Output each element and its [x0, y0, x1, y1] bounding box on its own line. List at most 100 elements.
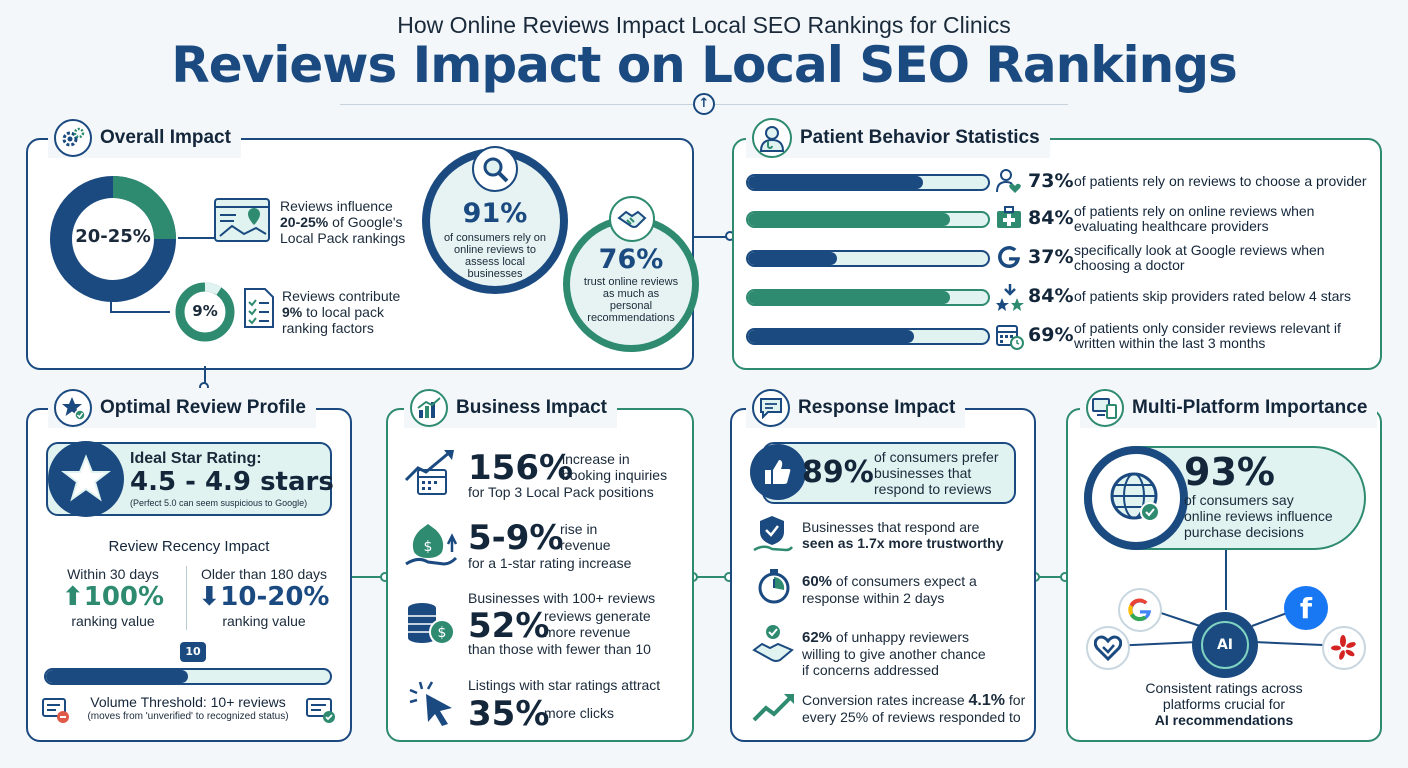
stat-52-pre: Businesses with 100+ reviews	[468, 590, 656, 606]
stat-circle-76	[563, 216, 699, 352]
page-subtitle: How Online Reviews Impact Local SEO Rank…	[397, 12, 1011, 38]
recent-value: 100%	[83, 582, 165, 612]
stat-93-line-1: of consumers say	[1184, 492, 1294, 508]
optimal-review-header: Optimal Review Profile	[48, 388, 316, 428]
patient-stat-line-1: of patients rely on reviews to choose a …	[1074, 173, 1367, 189]
patient-stat-text: of patients rely on online reviews when e…	[1074, 204, 1374, 234]
patient-stat-text: of patients skip providers rated below 4…	[1074, 289, 1374, 304]
stat-156-line-c: for Top 3 Local Pack positions	[468, 484, 654, 500]
response-89-value: 89%	[802, 455, 874, 490]
calendar-growth-icon	[404, 450, 454, 495]
response-r2-line-a: of consumers expect a	[835, 573, 977, 589]
donut-20-25-text: Reviews influence 20-25% of Google's Loc…	[280, 198, 420, 246]
response-r4-line-b: for	[1008, 692, 1026, 708]
donut1-text-pre: Reviews influence	[280, 198, 393, 214]
calendar-clock-icon	[996, 322, 1024, 354]
patient-stat-bar-fill	[748, 291, 950, 304]
google-icon	[996, 244, 1022, 274]
ideal-rating-note: (Perfect 5.0 can seem suspicious to Goog…	[130, 498, 308, 508]
old-sub: ranking value	[222, 613, 306, 629]
patient-stat-line-2: choosing a doctor	[1074, 257, 1185, 273]
connector-line	[694, 236, 728, 238]
response-89-line-b: businesses that	[874, 465, 972, 481]
response-r4: Conversion rates increase 4.1% for every …	[802, 692, 1032, 725]
ai-hub-icon: AI	[1192, 612, 1258, 678]
stars-down-icon	[996, 283, 1024, 315]
connector-line	[110, 311, 170, 313]
stat-93-line-3: purchase decisions	[1184, 524, 1304, 540]
response-89-line-c: respond to reviews	[874, 481, 992, 497]
recent-value-wrap: ⬆100%	[50, 582, 176, 612]
yelp-icon	[1322, 626, 1366, 670]
stat-35-value: 35%	[468, 694, 550, 734]
old-value: 10-20%	[220, 582, 330, 612]
stat-5-9-lines: rise in revenue	[560, 521, 686, 553]
connector-line	[1036, 576, 1066, 578]
stat-93-lines: of consumers say online reviews influence…	[1184, 492, 1362, 540]
optimal-review-title: Optimal Review Profile	[100, 397, 306, 418]
patient-stat-text: of patients rely on reviews to choose a …	[1074, 174, 1374, 189]
thumbs-up-icon	[750, 444, 806, 500]
overall-impact-header: Overall Impact	[48, 118, 241, 158]
donut1-text-mid: of Google's	[332, 214, 403, 230]
patient-stat-pct: 69%	[1028, 324, 1074, 346]
svg-text:$: $	[424, 539, 433, 555]
donut-20-25-label: 20-25%	[75, 226, 151, 247]
svg-text:$: $	[438, 625, 447, 641]
multi-platform-header: Multi-Platform Importance	[1080, 388, 1378, 428]
stat-156-value: 156%	[468, 448, 574, 488]
response-r2-bold: 60%	[802, 573, 833, 590]
recency-title: Review Recency Impact	[108, 538, 270, 555]
patient-stat-line-1: specifically look at Google reviews when	[1074, 242, 1325, 258]
money-bag-hand-icon: $	[405, 524, 458, 566]
ideal-rating-label: Ideal Star Rating:	[130, 450, 262, 467]
donut2-text-pre: Reviews contribute	[282, 288, 401, 304]
patient-stat-text: of patients only consider reviews releva…	[1074, 321, 1374, 351]
stat-93-value: 93%	[1184, 450, 1275, 494]
stat-91-text: of consumers rely on online reviews to a…	[443, 232, 547, 280]
stat-156-line-b: booking inquiries	[562, 467, 668, 483]
coin-stack-icon: $	[408, 603, 455, 645]
patient-stat-bar	[746, 211, 990, 228]
ai-hub-label: AI	[1201, 621, 1249, 669]
donut1-text-bold: 20-25%	[280, 214, 329, 230]
multi-footer-line-1: Consistent ratings across	[1145, 680, 1303, 696]
stat-91-value: 91%	[462, 198, 528, 229]
stat-76-text: trust online reviews as much as personal…	[583, 276, 679, 324]
connector-line	[178, 237, 218, 239]
stat-35-line-a: more clicks	[544, 705, 615, 721]
threshold-note: (moves from 'unverified' to recognized s…	[87, 711, 289, 722]
shield-hand-icon	[753, 516, 794, 552]
multi-footer: Consistent ratings across platforms cruci…	[1086, 680, 1362, 728]
donut-9	[175, 282, 235, 342]
response-r1-line-b: seen as 1.7x more trustworthy	[802, 535, 1004, 551]
response-r3: 62% of unhappy reviewers willing to give …	[802, 629, 1022, 678]
arrow-up-icon: ⬆	[61, 582, 84, 612]
stat-93-line-2: online reviews influence	[1184, 508, 1333, 524]
business-impact-header: Business Impact	[404, 388, 617, 428]
stat-5-9-line-b: revenue	[560, 537, 611, 553]
response-impact-header: Response Impact	[746, 388, 966, 428]
magnifier-icon	[472, 146, 518, 192]
trend-up-icon	[752, 694, 794, 722]
stat-52-value: 52%	[468, 606, 550, 646]
response-r2-line-b: response within 2 days	[802, 590, 945, 606]
response-r3-line-b: willing to give another chance	[802, 646, 986, 662]
response-r4-line-a: Conversion rates increase	[802, 692, 965, 708]
connector-line	[694, 576, 730, 578]
patient-stat-bar-fill	[748, 213, 950, 226]
overall-impact-title: Overall Impact	[100, 127, 231, 148]
patient-stat-bar	[746, 289, 990, 306]
patient-stat-bar	[746, 174, 990, 191]
arrow-up-icon: ↑	[693, 93, 715, 115]
devices-icon	[1086, 389, 1124, 427]
recent-label: Within 30 days	[67, 566, 159, 582]
connector-line	[352, 576, 386, 578]
unverified-badge-icon	[42, 698, 69, 723]
patient-stat-pct: 84%	[1028, 285, 1074, 307]
threshold-bar-fill	[46, 670, 188, 683]
threshold-label: Volume Threshold: 10+ reviews	[90, 694, 286, 710]
stat-52-lines: reviews generate more revenue	[544, 608, 684, 640]
stat-52-line-c: than those with fewer than 10	[468, 641, 651, 657]
patient-stat-line-2: written within the last 3 months	[1074, 335, 1266, 351]
